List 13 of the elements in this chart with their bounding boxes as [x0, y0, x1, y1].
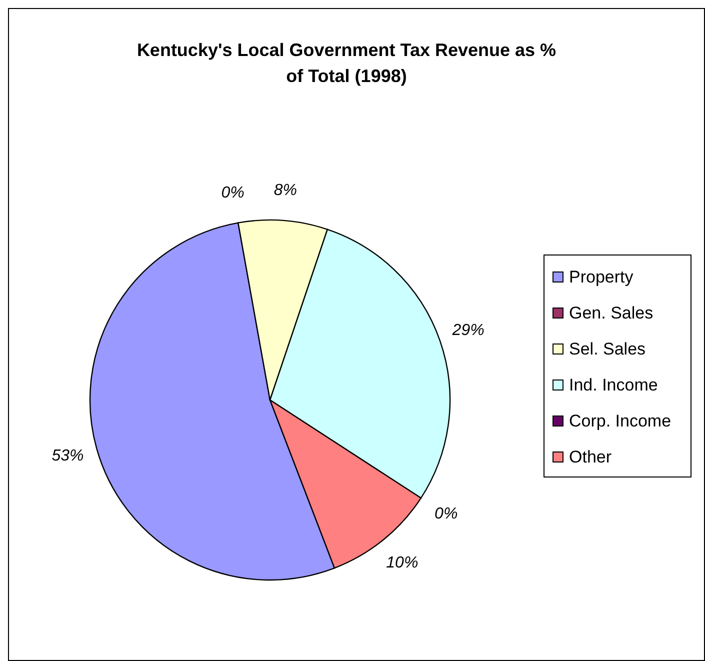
legend-label: Gen. Sales — [569, 303, 654, 322]
chart-title: Kentucky's Local Government Tax Revenue as % of Total (1998) — [136, 40, 556, 86]
legend-label: Property — [569, 267, 634, 286]
data-label: 29% — [451, 322, 484, 340]
text: 0% — [221, 184, 244, 202]
data-label: 10% — [386, 554, 418, 572]
legend-label: Sel. Sales — [569, 339, 646, 358]
legend-label: Ind. Income — [569, 375, 658, 394]
text: 0% — [434, 506, 458, 523]
data-label: 53% — [52, 448, 84, 465]
data-label: 8% — [274, 182, 297, 199]
legend-label: Other — [569, 447, 612, 466]
legend-label: Corp. Income — [569, 411, 672, 430]
